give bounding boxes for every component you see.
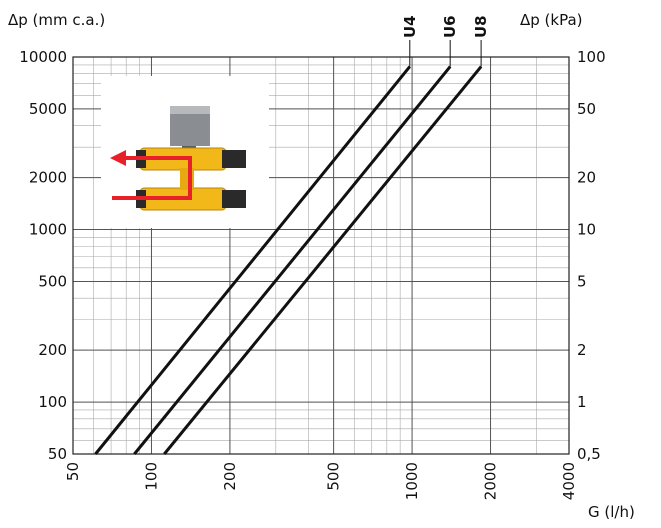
y-tick-label-right: 50 xyxy=(577,100,596,118)
left-axis-title: Δp (mm c.a.) xyxy=(8,11,105,29)
plot-frame xyxy=(72,56,570,455)
series-line-u8 xyxy=(163,65,483,455)
valve-illustration xyxy=(101,76,269,228)
labels: 50 100 200 500 1000 2000 5000 10000 0,5 1 2 5 10 20 50… xyxy=(19,15,605,500)
y-tick-label-left: 1000 xyxy=(29,221,67,239)
y-tick-label-left: 2000 xyxy=(29,169,67,187)
y-tick-label-left: 100 xyxy=(38,393,67,411)
y-tick-label-right: 20 xyxy=(577,169,596,187)
right-axis-title: Δp (kPa) xyxy=(520,11,583,29)
x-tick-label: 200 xyxy=(221,462,239,491)
y-tick-label-right: 5 xyxy=(577,272,587,290)
y-tick-label-right: 1 xyxy=(577,393,587,411)
y-tick-label-right: 100 xyxy=(577,48,606,66)
y-tick-label-left: 5000 xyxy=(29,100,67,118)
series-label-u6: U6 xyxy=(441,15,459,38)
series-line-u4 xyxy=(94,65,411,455)
y-tick-label-right: 2 xyxy=(577,341,587,359)
series-label-u8: U8 xyxy=(472,15,490,38)
x-tick-label: 2000 xyxy=(482,462,500,500)
series xyxy=(94,65,483,455)
y-tick-label-left: 500 xyxy=(38,272,67,290)
y-tick-label-left: 200 xyxy=(38,341,67,359)
x-axis-title: G (l/h) xyxy=(588,503,635,521)
x-tick-label: 4000 xyxy=(560,462,578,500)
arrow-head-icon xyxy=(110,150,126,166)
series-label-u4: U4 xyxy=(401,15,419,38)
series-line-u6 xyxy=(133,65,452,455)
x-tick-label: 500 xyxy=(325,462,343,491)
y-tick-label-left: 10000 xyxy=(19,48,67,66)
y-tick-label-left: 50 xyxy=(48,445,67,463)
y-tick-label-right: 0,5 xyxy=(577,445,601,463)
x-tick-label: 1000 xyxy=(403,462,421,500)
y-tick-label-right: 10 xyxy=(577,221,596,239)
x-tick-label: 50 xyxy=(64,462,82,481)
flow-arrow-icon xyxy=(112,156,192,200)
x-tick-label: 100 xyxy=(142,462,160,491)
